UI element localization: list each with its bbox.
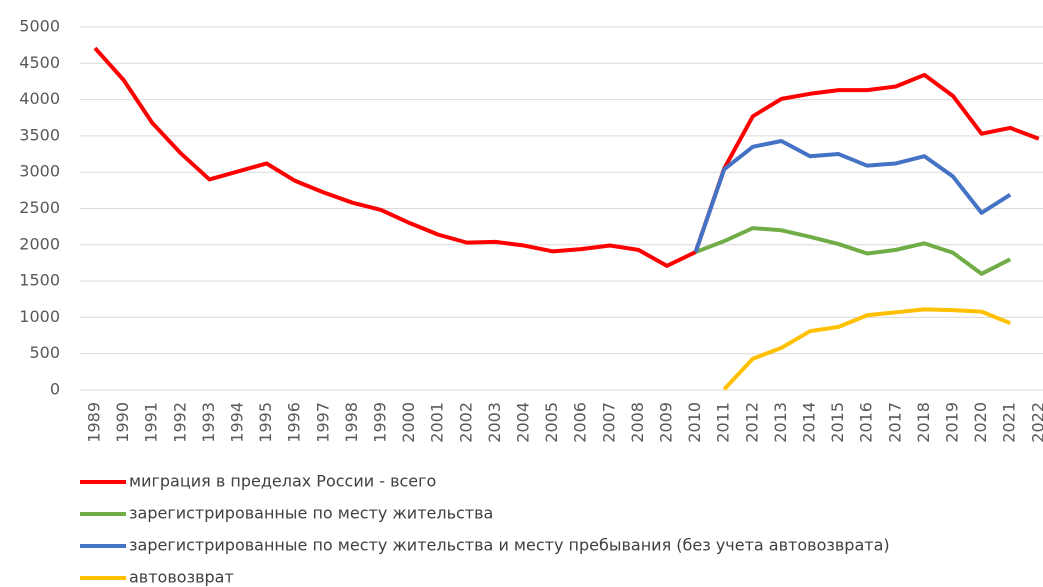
- x-tick-label: 2021: [1000, 402, 1019, 443]
- x-tick-label: 2010: [685, 402, 704, 443]
- x-tick-label: 1992: [170, 402, 189, 443]
- series-line: [722, 307, 1011, 391]
- x-tick-label: 1996: [285, 402, 304, 443]
- x-tick-label: 1991: [142, 402, 161, 443]
- y-tick-label: 5000: [19, 17, 60, 36]
- y-tick-label: 4500: [19, 53, 60, 72]
- y-tick-label: 0: [50, 380, 60, 399]
- x-tick-label: 1995: [256, 402, 275, 443]
- x-tick-label: 2019: [943, 402, 962, 443]
- x-tick-label: 2007: [599, 402, 618, 443]
- legend-label: автовозврат: [129, 568, 234, 587]
- legend-label: зарегистрированные по месту жительства: [129, 504, 493, 523]
- x-tick-label: 2013: [771, 402, 790, 443]
- x-tick-label: 2016: [857, 402, 876, 443]
- y-tick-label: 500: [29, 343, 60, 362]
- legend-label: миграция в пределах России - всего: [129, 472, 436, 491]
- y-tick-label: 2500: [19, 198, 60, 217]
- x-tick-label: 2018: [914, 402, 933, 443]
- y-tick-label: 2000: [19, 234, 60, 253]
- x-tick-label: 1993: [199, 402, 218, 443]
- x-tick-label: 2009: [657, 402, 676, 443]
- x-tick-label: 1999: [371, 402, 390, 443]
- x-tick-label: 2005: [542, 402, 561, 443]
- x-tick-label: 2012: [742, 402, 761, 443]
- y-tick-label: 1500: [19, 271, 60, 290]
- y-tick-label: 3000: [19, 162, 60, 181]
- x-tick-label: 1994: [228, 402, 247, 443]
- x-tick-label: 1990: [113, 402, 132, 443]
- y-tick-label: 4000: [19, 89, 60, 108]
- x-tick-label: 1997: [313, 402, 332, 443]
- series-line: [693, 138, 1012, 253]
- x-tick-label: 2022: [1028, 402, 1043, 443]
- x-tick-label: 2003: [485, 402, 504, 443]
- x-tick-label: 2020: [971, 402, 990, 443]
- x-tick-label: 2008: [628, 402, 647, 443]
- x-tick-label: 2017: [885, 402, 904, 443]
- y-tick-label: 3500: [19, 125, 60, 144]
- x-tick-label: 2000: [399, 402, 418, 443]
- series-line: [694, 226, 1012, 276]
- x-tick-label: 2015: [828, 402, 847, 443]
- x-tick-label: 2014: [800, 402, 819, 443]
- series-line: [93, 46, 1040, 268]
- x-tick-label: 1998: [342, 402, 361, 443]
- y-tick-label: 1000: [19, 307, 60, 326]
- x-tick-label: 1989: [85, 402, 104, 443]
- x-tick-label: 2001: [428, 402, 447, 443]
- x-tick-label: 2011: [714, 402, 733, 443]
- x-tick-label: 2004: [514, 402, 533, 443]
- x-tick-label: 2002: [456, 402, 475, 443]
- legend-label: зарегистрированные по месту жительства и…: [129, 536, 890, 555]
- x-tick-label: 2006: [571, 402, 590, 443]
